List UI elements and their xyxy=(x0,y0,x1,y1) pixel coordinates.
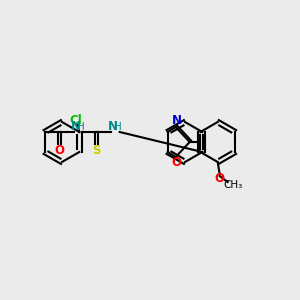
Text: N: N xyxy=(172,115,182,128)
Text: H: H xyxy=(114,122,122,132)
Text: N: N xyxy=(71,121,81,134)
Text: Cl: Cl xyxy=(69,113,82,127)
Text: CH₃: CH₃ xyxy=(223,180,242,190)
Text: O: O xyxy=(215,172,225,185)
Text: H: H xyxy=(77,122,85,132)
Text: O: O xyxy=(55,143,65,157)
Text: O: O xyxy=(172,157,182,169)
Text: S: S xyxy=(92,143,101,157)
Text: N: N xyxy=(108,121,118,134)
